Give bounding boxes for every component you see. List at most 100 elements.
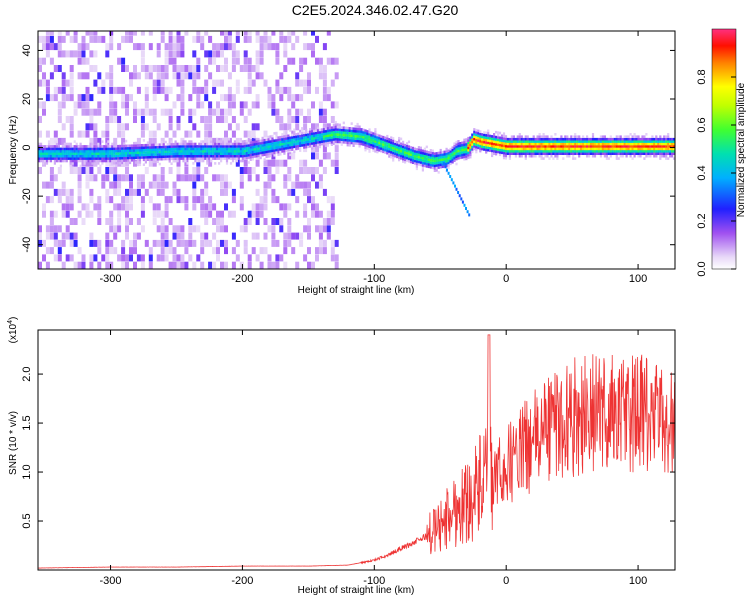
spectrogram-cell [182, 142, 185, 146]
spectrogram-cell [665, 147, 668, 151]
spectrogram-x-tick-label: -100 [363, 273, 385, 285]
spectrogram-cell [285, 137, 288, 140]
spectrogram-cell [576, 152, 579, 155]
spectrogram-cell [413, 157, 417, 160]
spectrogram-cell [164, 94, 169, 102]
spectrogram-cell [534, 152, 537, 155]
spectrogram-cell [479, 135, 482, 138]
spectrogram-cell [461, 151, 464, 154]
spectrogram-cell [495, 130, 498, 134]
spectrogram-cell [154, 158, 157, 161]
spectrogram-cell [279, 254, 284, 262]
spectrogram-cell [621, 154, 624, 158]
spectrogram-cell [150, 155, 153, 159]
spectrogram-cell [639, 150, 642, 153]
spectrogram-cell [178, 147, 181, 151]
spectrogram-cell [487, 129, 490, 133]
spectrogram-cell [212, 247, 217, 255]
spectrogram-cell [231, 94, 236, 102]
spectrogram-cell [326, 129, 329, 133]
spectrogram-cell [45, 130, 50, 138]
spectrogram-cell [380, 135, 383, 138]
spectrogram-cell [376, 136, 379, 139]
spectrogram-cell [224, 116, 228, 123]
spectrogram-cell [330, 254, 335, 262]
spectrogram-cell [125, 35, 129, 43]
spectrogram-cell [390, 138, 393, 142]
spectrogram-cell [160, 155, 163, 158]
spectrogram-cell [142, 153, 145, 157]
spectrogram-cell [498, 148, 502, 152]
spectrogram-cell [53, 130, 58, 138]
spectrogram-cell [101, 152, 104, 155]
spectrogram-cell [400, 144, 403, 148]
spectrogram-cell [247, 174, 252, 182]
spectrogram-cell [160, 148, 163, 151]
spectrogram-cell [538, 142, 541, 146]
spectrogram-cell [350, 139, 353, 142]
spectrogram-cell [287, 203, 292, 211]
spectrogram-cell [449, 155, 452, 158]
spectrogram-cell [255, 188, 260, 196]
spectrogram-cell [453, 149, 456, 153]
spectrogram-cell [455, 162, 458, 166]
spectrogram-cell [663, 142, 666, 146]
spectrogram-cell [518, 140, 521, 143]
snr-y-tick-label: 0.5 [21, 513, 33, 528]
spectrogram-cell [125, 203, 129, 211]
spectrogram-cell [194, 152, 197, 155]
spectrogram-cell [599, 147, 602, 151]
spectrogram-cell [315, 131, 318, 135]
spectrogram-cell [510, 147, 513, 151]
spectrogram-cell [372, 142, 375, 145]
spectrogram-cell [607, 140, 610, 143]
spectrogram-cell [595, 145, 599, 148]
spectrogram-cell [208, 203, 213, 211]
spectrogram-cell [138, 156, 142, 159]
spectrogram-cell [392, 144, 395, 147]
spectrogram-cell [396, 143, 399, 146]
spectrogram-cell [156, 79, 161, 87]
spectrogram-cell [431, 149, 434, 153]
spectrogram-cell [65, 94, 70, 102]
spectrogram-cell [127, 147, 130, 150]
spectrogram-cell [212, 203, 217, 211]
spectrogram-cell [93, 50, 98, 58]
spectrogram-cell [164, 157, 167, 161]
spectrogram-cell [536, 145, 539, 148]
spectrogram-cell [69, 164, 72, 168]
spectrogram-cell [212, 154, 215, 158]
spectrogram-cell [562, 137, 565, 141]
spectrogram-cell [663, 152, 666, 155]
spectrogram-cell [586, 140, 589, 143]
spectrogram-cell [174, 159, 177, 163]
spectrogram-cell [411, 156, 415, 160]
spectrogram-cell [212, 261, 217, 269]
spectrogram-cell [103, 152, 106, 155]
spectrogram-cell [69, 188, 74, 196]
spectrogram-cell [131, 154, 134, 157]
spectrogram-cell [461, 200, 464, 204]
spectrogram-cell [168, 160, 171, 163]
spectrogram-cell [538, 152, 541, 155]
spectrogram-cell [491, 152, 494, 155]
spectrogram-cell [289, 136, 292, 140]
spectrogram-cell [609, 145, 612, 148]
spectrogram-cell [287, 123, 292, 131]
spectrogram-cell [631, 152, 634, 155]
spectrogram-cell [180, 142, 183, 146]
spectrogram-cell [360, 130, 363, 134]
spectrogram-cell [194, 142, 197, 146]
spectrogram-cell [338, 130, 341, 134]
spectrogram-cell [665, 135, 668, 138]
spectrogram-cell [47, 142, 51, 146]
spectrogram-cell [194, 150, 197, 153]
spectrogram-cell [621, 140, 624, 143]
spectrogram-cell [255, 210, 260, 218]
spectrogram-cell [647, 145, 650, 148]
spectrogram-cell [289, 141, 292, 144]
spectrogram-cell [651, 147, 654, 151]
spectrogram-cell [99, 157, 102, 160]
spectrogram-cell [510, 142, 513, 146]
spectrogram-cell [204, 218, 209, 225]
